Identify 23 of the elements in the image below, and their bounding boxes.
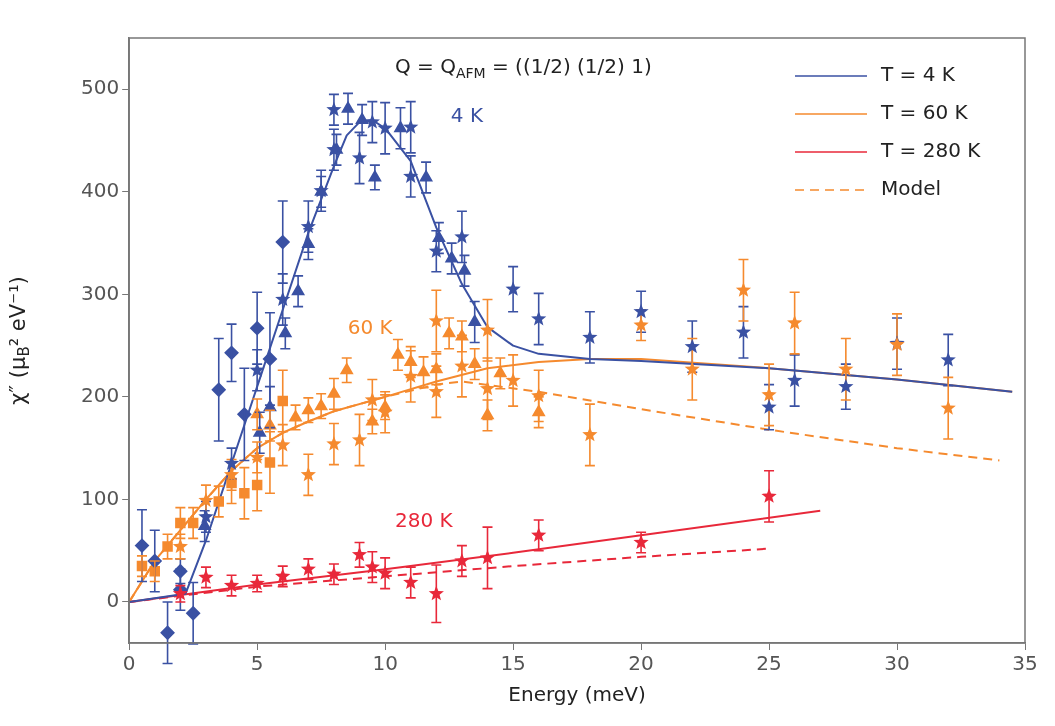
x-tick-label: 15 bbox=[500, 651, 526, 676]
annotation: 60 K bbox=[347, 314, 394, 339]
y-tick-label: 400 bbox=[80, 178, 120, 203]
y-tick-label: 100 bbox=[80, 485, 120, 510]
y-axis-title: χ″ (μB² eV⁻¹) bbox=[5, 276, 34, 405]
legend-label: T = 280 K bbox=[880, 138, 982, 163]
y-tick-label: 200 bbox=[80, 383, 120, 408]
y-tick-label: 500 bbox=[80, 75, 120, 100]
legend-label: Model bbox=[881, 176, 942, 201]
annotation: 4 K bbox=[450, 102, 484, 127]
legend-label: T = 4 K bbox=[880, 62, 956, 87]
y-tick-label: 300 bbox=[80, 280, 120, 305]
x-tick-label: 25 bbox=[756, 651, 782, 676]
x-tick-label: 20 bbox=[628, 651, 654, 676]
x-tick-label: 35 bbox=[1012, 651, 1038, 676]
y-tick-label: 0 bbox=[106, 588, 120, 613]
x-tick-label: 5 bbox=[250, 651, 264, 676]
legend-label: T = 60 K bbox=[880, 100, 969, 125]
x-axis-title: Energy (meV) bbox=[508, 682, 646, 707]
x-tick-label: 30 bbox=[884, 651, 910, 676]
annotation: 280 K bbox=[395, 508, 454, 533]
x-tick-label: 10 bbox=[372, 651, 398, 676]
x-tick-label: 0 bbox=[122, 651, 136, 676]
